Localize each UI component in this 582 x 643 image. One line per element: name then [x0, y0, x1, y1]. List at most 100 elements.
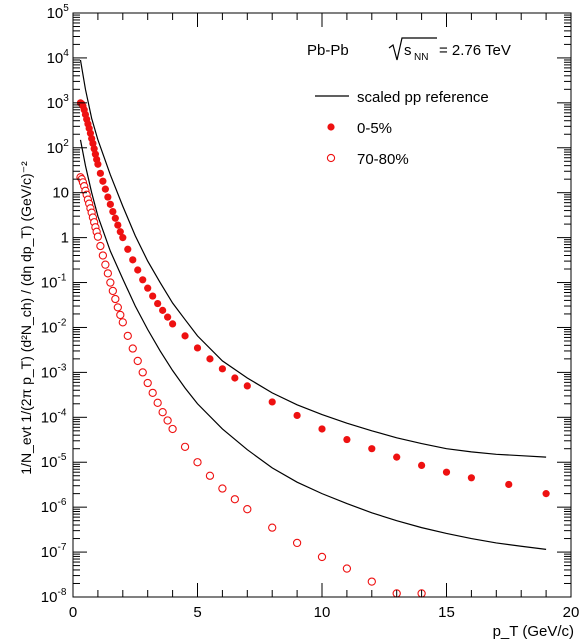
data-point-peripheral [268, 523, 277, 532]
system-label: Pb-Pb [307, 42, 349, 59]
data-point-central [343, 435, 351, 444]
x-tick-labels: 0 5 10 15 20 [69, 604, 580, 621]
data-point-central [418, 461, 426, 470]
data-point-central [293, 411, 301, 420]
data-point-central [467, 474, 475, 482]
data-point-central [101, 185, 109, 193]
data-point-central [193, 344, 202, 352]
data-point-central [139, 276, 147, 284]
y-tick-exponent: -5 [57, 452, 66, 463]
data-point-peripheral [158, 408, 167, 417]
data-point-peripheral [205, 471, 215, 480]
data-point-peripheral [180, 442, 190, 451]
y-tick-label: 1 [61, 230, 69, 247]
series-line-0 [79, 59, 547, 458]
data-point-peripheral [113, 303, 122, 312]
data-point-peripheral [317, 552, 327, 562]
data-point-peripheral [230, 495, 239, 504]
data-point-peripheral [116, 310, 125, 320]
data-point-peripheral [93, 232, 103, 241]
data-point-central [393, 453, 401, 461]
data-point-central [116, 228, 124, 236]
legend: scaled pp reference 0-5% 70-80% [315, 89, 489, 168]
data-point-peripheral [138, 368, 147, 377]
data-point-peripheral [128, 344, 137, 353]
data-point-central [144, 284, 152, 292]
data-point-peripheral [101, 260, 110, 269]
data-point-central [129, 256, 137, 264]
data-point-central [104, 193, 112, 201]
data-point-central [218, 365, 226, 373]
plot-frame [72, 12, 572, 598]
axis-ticks [72, 12, 572, 598]
data-point-central [114, 221, 122, 229]
sqrt-sign-icon [388, 37, 437, 61]
y-tick-label: 10 [52, 185, 69, 202]
data-point-central [96, 169, 104, 177]
data-point-peripheral [106, 278, 115, 287]
data-point-peripheral [111, 294, 120, 304]
data-point-central [149, 292, 157, 300]
data-point-peripheral [118, 318, 127, 327]
y-tick-exponent: -2 [57, 317, 66, 328]
x-tick-label: 15 [438, 604, 455, 621]
data-point-peripheral [163, 416, 172, 425]
legend-swatch-peripheral [326, 153, 336, 163]
data-point-peripheral [292, 538, 302, 548]
y-tick-exponent: -1 [57, 273, 66, 284]
data-point-peripheral [143, 378, 152, 388]
data-point-central [134, 266, 142, 274]
data-point-central [109, 207, 117, 216]
x-tick-label: 0 [69, 604, 77, 621]
data-point-peripheral [123, 331, 132, 341]
energy-symbol: s [404, 42, 412, 59]
data-point-central [164, 313, 172, 321]
data-point-central [368, 445, 376, 453]
series-line-1 [79, 139, 547, 550]
data-point-central [206, 355, 214, 363]
data-point-peripheral [367, 577, 376, 586]
legend-label-central: 0-5% [357, 120, 392, 137]
x-axis-label: p_T (GeV/c) [493, 623, 574, 640]
data-point-peripheral [342, 564, 352, 573]
y-tick-exponent: -3 [57, 362, 66, 373]
data-point-peripheral [153, 398, 162, 407]
data-point-peripheral [98, 251, 108, 260]
data-point-peripheral [193, 458, 202, 467]
data-point-central [99, 177, 107, 185]
data-point-peripheral [108, 286, 117, 296]
data-point-central [159, 306, 167, 314]
legend-swatch-central [327, 123, 335, 131]
data-point-central [124, 245, 132, 253]
data-point-central [542, 490, 550, 498]
x-tick-label: 20 [563, 604, 580, 621]
data-point-central [90, 145, 98, 153]
data-point-central [119, 234, 127, 242]
data-point-peripheral [96, 241, 105, 251]
data-point-peripheral [103, 269, 113, 278]
y-tick-exponent: 2 [63, 138, 69, 149]
data-layer [76, 59, 550, 598]
data-point-central [243, 382, 251, 390]
data-point-peripheral [168, 424, 177, 434]
data-point-central [111, 214, 119, 222]
data-point-peripheral [133, 356, 142, 366]
y-tick-exponent: 3 [63, 93, 69, 104]
data-point-central [154, 299, 162, 308]
x-tick-label: 5 [193, 604, 201, 621]
energy-subscript: NN [414, 52, 428, 63]
x-tick-label: 10 [314, 604, 331, 621]
data-point-peripheral [243, 505, 252, 514]
data-point-central [181, 332, 189, 340]
data-point-central [169, 320, 177, 328]
y-tick-exponent: 4 [63, 48, 69, 59]
y-tick-exponent: -8 [57, 587, 66, 598]
data-point-central [505, 480, 513, 489]
collision-annotation: Pb-Pb s NN = 2.76 TeV [307, 37, 511, 63]
y-axis-label: 1/N_evt 1/(2π p_T) (d²N_ch) / (dη dp_T) … [18, 161, 34, 475]
y-tick-exponent: 5 [63, 3, 69, 14]
data-point-central [94, 160, 102, 168]
data-point-peripheral [148, 388, 157, 398]
